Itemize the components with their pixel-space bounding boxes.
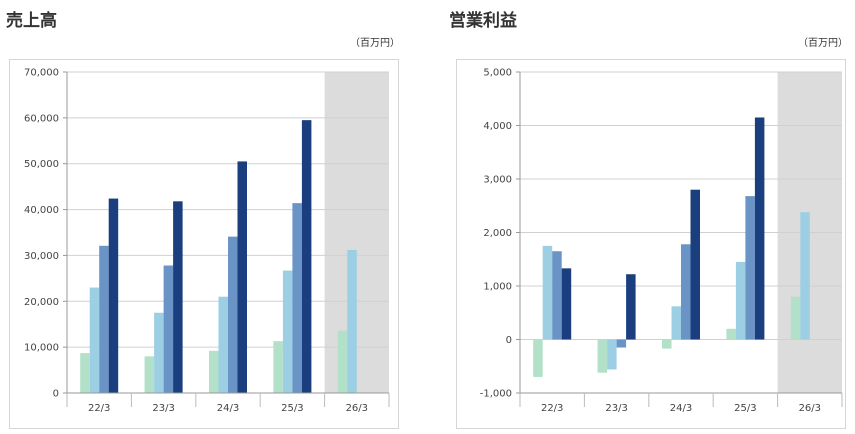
bar-q4-24-3 [237, 161, 247, 393]
bar-q3-25-3 [292, 203, 302, 393]
sales-bar-chart: 0 10,000 20,000 30,000 40,000 50,000 60,000 70,… [24, 68, 390, 414]
y-tick-label: 4,000 [483, 121, 512, 132]
bar-q2-25-3 [735, 261, 746, 340]
bar-q4-23-3 [173, 201, 183, 393]
bar-q1-24-3 [662, 339, 672, 349]
bar-q3-22-3 [552, 251, 562, 340]
bar-q2-26-3 [347, 249, 357, 393]
y-tick-label: 60,000 [24, 113, 59, 124]
x-tick-label: 24/3 [217, 403, 239, 414]
bar-q2-23-3 [607, 339, 617, 370]
operating-profit-bar-chart: -1,000 0 1,000 2,000 3,000 4,000 5,000 22/3 23/3… [480, 68, 843, 414]
x-tick-label: 22/3 [541, 403, 563, 414]
y-tick-label: 2,000 [483, 228, 512, 239]
x-tick-label: 23/3 [152, 403, 174, 414]
x-tick-label: 23/3 [605, 403, 627, 414]
y-tick-label: 40,000 [24, 205, 59, 216]
bar-q1-22-3 [533, 339, 543, 377]
y-tick-label: 70,000 [24, 68, 59, 79]
bar-q1-25-3 [273, 341, 283, 393]
bar-q1-22-3 [80, 353, 90, 393]
y-tick-label: 0 [53, 389, 59, 400]
bar-q2-22-3 [89, 287, 100, 393]
bar-q1-23-3 [597, 339, 608, 373]
bar-q2-25-3 [282, 270, 293, 393]
bar-q3-22-3 [99, 245, 109, 393]
bar-q1-26-3 [790, 296, 801, 340]
x-tick-label: 22/3 [88, 403, 110, 414]
bar-q4-25-3 [301, 120, 312, 394]
y-tick-label: 5,000 [483, 68, 512, 79]
bar-q2-26-3 [800, 212, 810, 340]
y-tick-label: 30,000 [24, 251, 59, 262]
bar-q4-22-3 [561, 268, 572, 340]
operating-profit-chart-panel: 営業利益 （百万円） -1,000 0 1,000 2,000 3,000 4,000 5,… [443, 0, 855, 434]
bar-q2-22-3 [542, 245, 553, 340]
x-tick-label: 25/3 [734, 403, 756, 414]
bar-q1-24-3 [209, 350, 219, 393]
x-tick-label: 24/3 [670, 403, 692, 414]
x-tick-label: 26/3 [346, 403, 368, 414]
y-tick-label: 20,000 [24, 297, 59, 308]
x-tick-label: 25/3 [281, 403, 303, 414]
bar-q1-25-3 [726, 328, 736, 340]
unit-label: （百万円） [798, 38, 848, 49]
y-tick-label: 0 [506, 335, 512, 346]
bar-q2-23-3 [154, 312, 164, 393]
bar-q4-22-3 [108, 198, 119, 393]
sales-chart-panel: 売上高 （百万円） 0 10,000 20,000 30,000 40,000 50,00… [0, 0, 420, 434]
bar-q4-24-3 [690, 189, 700, 340]
bar-q3-24-3 [228, 236, 238, 393]
bar-q1-26-3 [337, 330, 348, 393]
bar-q4-23-3 [626, 274, 636, 340]
bar-q3-23-3 [163, 265, 174, 393]
bar-q4-25-3 [754, 117, 765, 340]
bar-q3-23-3 [616, 339, 627, 348]
y-tick-label: 3,000 [483, 175, 512, 186]
bar-q3-24-3 [681, 244, 691, 340]
y-tick-label: 1,000 [483, 282, 512, 293]
bar-q1-23-3 [144, 356, 155, 393]
bar-q2-24-3 [671, 306, 681, 340]
y-tick-label: 50,000 [24, 159, 59, 170]
chart-title: 営業利益 [449, 11, 517, 31]
unit-label: （百万円） [350, 38, 400, 49]
y-tick-label: 10,000 [24, 343, 59, 354]
y-tick-label: -1,000 [480, 389, 512, 400]
x-tick-label: 26/3 [799, 403, 821, 414]
bar-q3-25-3 [745, 196, 755, 340]
chart-title: 売上高 [6, 11, 57, 31]
bar-q2-24-3 [218, 296, 228, 393]
